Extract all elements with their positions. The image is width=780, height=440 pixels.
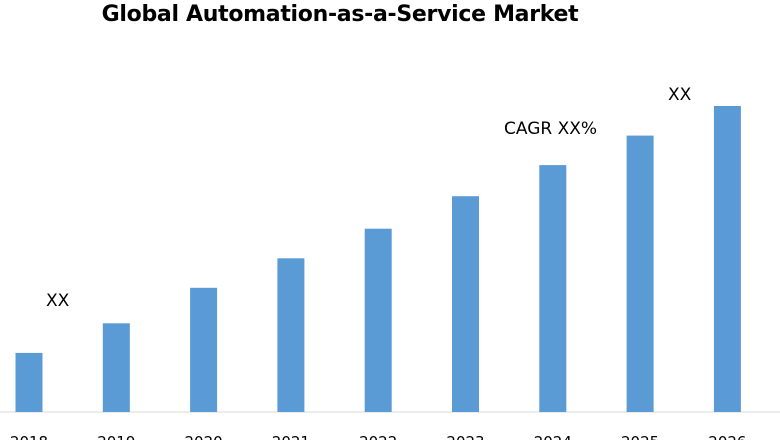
- x-tick-label-2023: 2023: [446, 433, 484, 440]
- annotation-start-value: XX: [46, 291, 70, 311]
- x-tick-label-2024: 2024: [534, 433, 572, 440]
- x-tick-label-2026: 2026: [708, 433, 746, 440]
- bar-2024: [539, 165, 567, 412]
- bar-2026: [713, 106, 741, 412]
- bar-2023: [452, 196, 479, 412]
- bar-2025: [626, 135, 654, 412]
- x-tick-label-2019: 2019: [97, 433, 135, 440]
- chart-title: Global Automation-as-a-Service Market: [101, 2, 579, 27]
- bar-2020: [190, 287, 218, 412]
- x-tick-label-2020: 2020: [185, 433, 223, 440]
- x-tick-label-2018: 2018: [10, 433, 48, 440]
- bar-2018: [15, 352, 43, 412]
- x-tick-label-2025: 2025: [621, 433, 659, 440]
- bar-2021: [277, 258, 305, 412]
- annotation-end-value: XX: [668, 85, 692, 105]
- bar-2022: [364, 228, 392, 412]
- x-tick-label-2021: 2021: [272, 433, 310, 440]
- x-tick-label-2022: 2022: [359, 433, 397, 440]
- bar-2019: [102, 323, 130, 412]
- annotation-cagr: CAGR XX%: [504, 119, 597, 139]
